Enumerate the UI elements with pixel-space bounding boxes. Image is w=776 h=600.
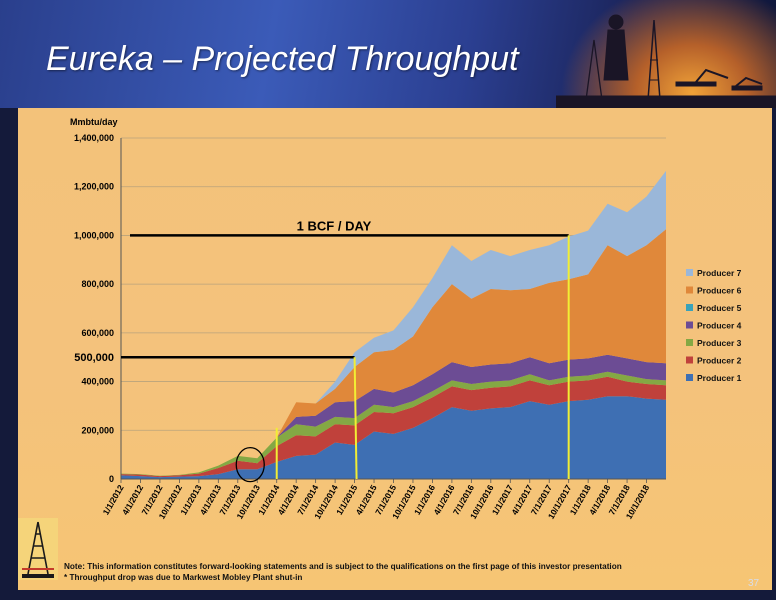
y-tick-label: 1,200,000 xyxy=(74,182,114,192)
derrick-logo-icon xyxy=(18,518,58,580)
y-tick-label: 1,000,000 xyxy=(74,230,114,240)
legend-swatch xyxy=(686,374,693,381)
oil-rig-silhouette-icon xyxy=(556,14,776,108)
legend-label: Producer 6 xyxy=(697,286,742,296)
slide-title: Eureka – Projected Throughput xyxy=(46,40,519,78)
legend-swatch xyxy=(686,304,693,311)
half-bcf-label: 500,000 xyxy=(74,352,114,364)
bcf-label: 1 BCF / DAY xyxy=(297,218,372,233)
legend-swatch xyxy=(686,286,693,294)
page-number: 37 xyxy=(748,578,760,589)
legend-label: Producer 7 xyxy=(697,268,742,278)
vertical-marker xyxy=(353,357,358,480)
y-axis-label: Mmbtu/day xyxy=(70,117,118,127)
y-tick-label: 0 xyxy=(109,474,114,484)
legend-swatch xyxy=(686,356,693,364)
legend-swatch xyxy=(686,269,693,276)
stacked-areas xyxy=(121,170,666,479)
legend-label: Producer 1 xyxy=(697,373,742,383)
slide-header: Eureka – Projected Throughput xyxy=(0,0,776,108)
area-producer-1 xyxy=(121,396,666,479)
legend-swatch xyxy=(686,321,693,329)
y-tick-label: 600,000 xyxy=(81,328,114,338)
legend-label: Producer 2 xyxy=(697,356,742,366)
legend-label: Producer 3 xyxy=(697,338,742,348)
area-producer-2 xyxy=(121,376,666,478)
area-producer-4 xyxy=(121,354,666,476)
y-tick-label: 800,000 xyxy=(81,279,114,289)
forward-looking-note: Note: This information constitutes forwa… xyxy=(64,562,622,571)
y-tick-label: 400,000 xyxy=(81,377,114,387)
legend-label: Producer 5 xyxy=(697,303,742,313)
footnotes: Note: This information constitutes forwa… xyxy=(64,561,622,583)
y-tick-label: 1,400,000 xyxy=(74,133,114,143)
legend-label: Producer 4 xyxy=(697,321,742,331)
legend-swatch xyxy=(686,339,693,346)
annotations: 1 BCF / DAY 500,000 xyxy=(74,218,570,483)
area-producer-6 xyxy=(121,229,666,476)
shut-in-highlight-circle xyxy=(235,446,265,483)
shut-in-note: * Throughput drop was due to Markwest Mo… xyxy=(64,573,303,582)
y-tick-label: 200,000 xyxy=(81,425,114,435)
legend: Producer 7 Producer 6 Producer 5 Producer 4… xyxy=(686,268,742,383)
